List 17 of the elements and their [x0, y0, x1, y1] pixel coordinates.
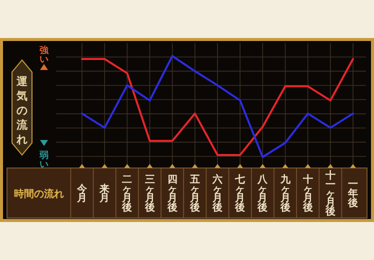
- x-tick-label: 三ヶ月後: [144, 174, 155, 214]
- text: 強い: [40, 45, 50, 65]
- x-tick-label: 八ヶ月後: [256, 173, 269, 214]
- x-tick-label: 四ヶ月後: [166, 174, 178, 214]
- text: 弱い: [38, 150, 48, 170]
- x-tick-label: 十一ヶ月後: [324, 170, 336, 218]
- y-axis-title: 運気の流れ: [16, 75, 28, 146]
- x-tick-label: 来月: [98, 182, 110, 204]
- x-tick-label: 十ヶ月後: [302, 173, 313, 214]
- x-tick-label: 二ヶ月後: [121, 174, 132, 214]
- x-tick-label: 今月: [76, 182, 88, 204]
- x-tick-label: 一年後: [347, 179, 358, 209]
- x-tick-label: 七ヶ月後: [234, 173, 246, 214]
- x-tick-label: 五ヶ月後: [188, 174, 200, 214]
- x-tick-label: 六ヶ月後: [212, 173, 222, 214]
- x-axis-title: 時間の流れ: [14, 188, 64, 200]
- x-tick-label: 九ヶ月後: [279, 173, 292, 214]
